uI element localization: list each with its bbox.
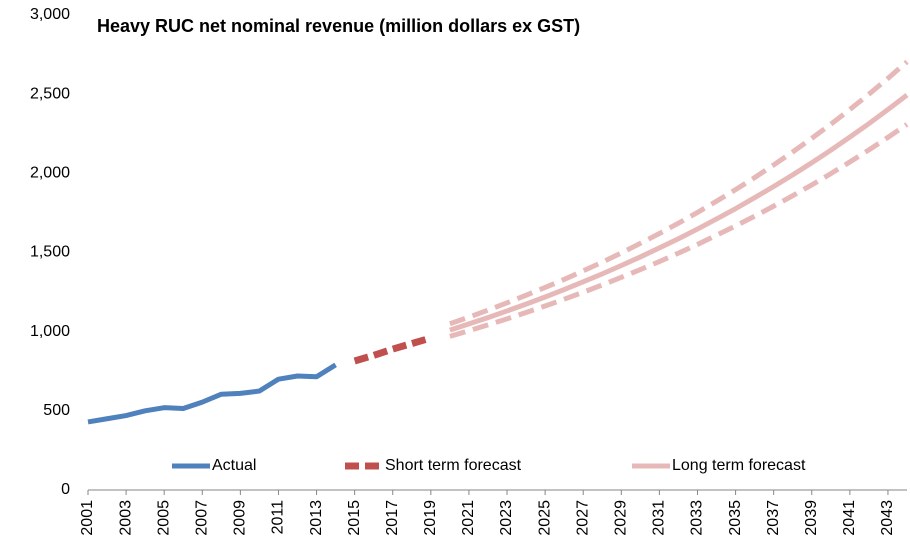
x-tick-label: 2025: [536, 500, 553, 536]
x-tick-label: 2041: [841, 500, 858, 536]
legend-label: Actual: [212, 457, 256, 474]
y-tick-label: 2,500: [30, 85, 70, 102]
y-tick-label: 0: [61, 481, 70, 498]
y-tick-label: 2,000: [30, 165, 70, 182]
x-tick-label: 2029: [613, 500, 630, 536]
legend-label: Long term forecast: [672, 457, 806, 474]
y-tick-label: 1,500: [30, 244, 70, 261]
x-tick-label: 2013: [308, 500, 325, 536]
x-tick-label: 2023: [498, 500, 515, 536]
x-tick-label: 2007: [193, 500, 210, 536]
series-line: [449, 92, 909, 333]
x-tick-label: 2003: [117, 500, 134, 536]
legend-label: Short term forecast: [385, 457, 522, 474]
y-tick-label: 500: [43, 402, 70, 419]
x-tick-label: 2031: [651, 500, 668, 536]
x-tick-label: 2021: [460, 500, 477, 536]
x-tick-label: 2011: [270, 500, 287, 535]
x-tick-label: 2039: [803, 500, 820, 536]
x-tick-label: 2027: [574, 500, 591, 536]
series-line: [449, 122, 909, 339]
series-line: [353, 334, 432, 365]
y-tick-label: 3,000: [30, 6, 70, 23]
x-tick-label: 2033: [689, 500, 706, 536]
x-tick-label: 2019: [422, 500, 439, 536]
x-tick-label: 2035: [727, 500, 744, 536]
series-line: [87, 362, 337, 425]
x-tick-label: 2001: [79, 500, 96, 536]
x-tick-label: 2037: [765, 500, 782, 536]
x-tick-label: 2015: [346, 500, 363, 536]
y-tick-label: 1,000: [30, 323, 70, 340]
x-tick-label: 2005: [155, 500, 172, 536]
x-tick-label: 2017: [384, 500, 401, 536]
chart-title: Heavy RUC net nominal revenue (million d…: [97, 16, 580, 36]
series-line: [449, 59, 909, 327]
x-tick-label: 2043: [879, 500, 896, 536]
x-tick-label: 2009: [232, 500, 249, 536]
